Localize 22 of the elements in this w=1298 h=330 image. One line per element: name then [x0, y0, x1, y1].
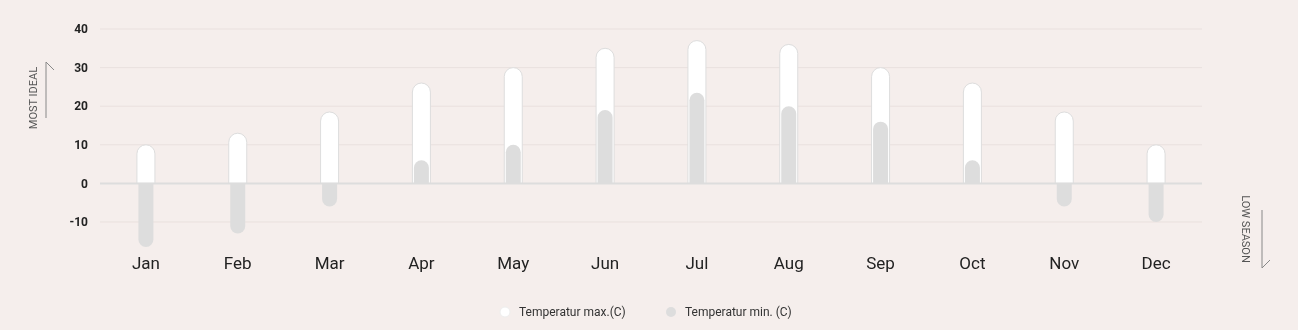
x-tick-label: May	[497, 253, 530, 273]
y-tick-label: 20	[74, 99, 89, 114]
x-tick-label: Aug	[773, 253, 804, 273]
legend-label: Temperatur min. (C)	[685, 305, 792, 320]
y-tick-label: 30	[74, 60, 89, 75]
text: LOW SEASON	[1239, 195, 1252, 263]
y-tick-label: -10	[69, 215, 89, 230]
x-tick-label: Dec	[1141, 253, 1171, 273]
legend-label: Temperatur max.(C)	[519, 305, 626, 320]
x-tick-label: Feb	[223, 253, 252, 273]
x-tick-label: Sep	[866, 253, 895, 273]
x-tick-label: Jan	[131, 253, 160, 273]
y-tick-label: 40	[74, 22, 89, 37]
x-tick-label: Oct	[959, 253, 986, 273]
text: MOST IDEAL	[27, 66, 40, 130]
x-tick-label: Jun	[591, 253, 620, 273]
x-tick-label: Nov	[1049, 253, 1080, 273]
y-tick-label: 10	[74, 137, 89, 152]
x-tick-label: Apr	[408, 253, 435, 273]
x-tick-label: Jul	[685, 253, 709, 273]
x-tick-label: Mar	[314, 253, 345, 273]
y-tick-label: 0	[81, 176, 89, 191]
